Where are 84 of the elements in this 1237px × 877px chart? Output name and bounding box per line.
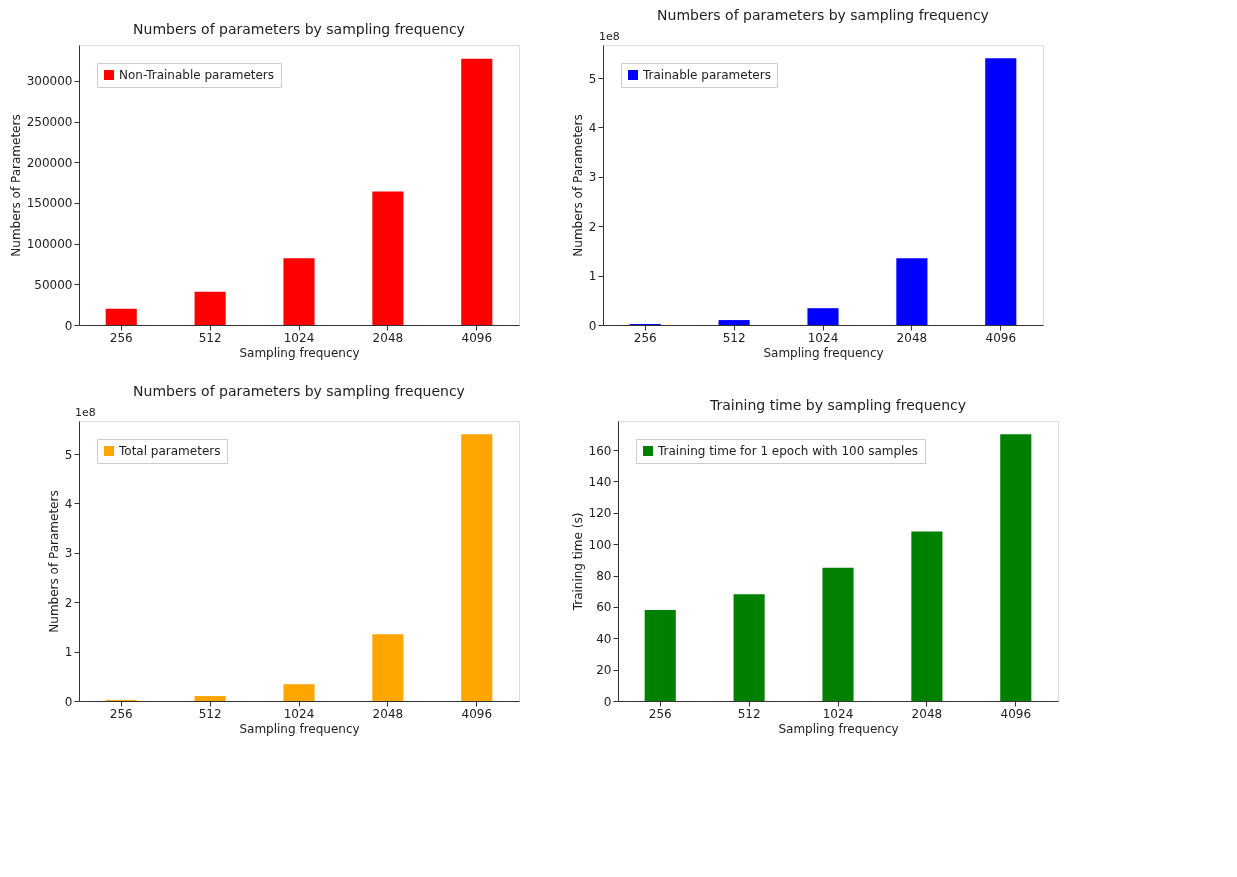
x-tick-label: 2048 bbox=[372, 330, 404, 345]
bar bbox=[644, 610, 676, 701]
chart-title: Numbers of parameters by sampling frequency bbox=[133, 383, 465, 399]
x-tick-label: 256 bbox=[109, 330, 133, 345]
bar bbox=[283, 258, 315, 325]
legend-label: Trainable parameters bbox=[642, 68, 771, 82]
bar bbox=[822, 567, 854, 701]
y-tick-label: 100000 bbox=[26, 237, 73, 252]
y-tick-label: 0 bbox=[64, 318, 73, 333]
x-tick-label: 256 bbox=[633, 330, 657, 345]
y-tick-label: 40 bbox=[596, 631, 612, 646]
x-tick-label: 512 bbox=[737, 706, 761, 721]
bar bbox=[461, 58, 493, 325]
x-tick-label: 2048 bbox=[372, 706, 404, 721]
bar bbox=[372, 634, 404, 701]
y-tick-label: 150000 bbox=[26, 196, 73, 211]
bar bbox=[461, 434, 493, 701]
y-tick-label: 120 bbox=[588, 506, 612, 521]
chart-title: Numbers of parameters by sampling frequency bbox=[657, 7, 989, 23]
x-tick-label: 256 bbox=[109, 706, 133, 721]
x-tick-label: 512 bbox=[198, 706, 222, 721]
y-tick-label: 0 bbox=[588, 318, 597, 333]
x-tick-label: 2048 bbox=[911, 706, 943, 721]
y-tick-label: 3 bbox=[588, 170, 597, 185]
legend-label: Total parameters bbox=[118, 444, 221, 458]
x-tick-label: 4096 bbox=[1000, 706, 1032, 721]
x-tick-label: 4096 bbox=[985, 330, 1017, 345]
y-tick-label: 140 bbox=[588, 474, 612, 489]
y-tick-label: 3 bbox=[64, 546, 73, 561]
y-axis-title: Numbers of Parameters bbox=[8, 114, 23, 257]
x-tick-label: 2048 bbox=[896, 330, 928, 345]
x-tick-label: 512 bbox=[722, 330, 746, 345]
bar bbox=[896, 258, 928, 325]
legend-label: Training time for 1 epoch with 100 samples bbox=[657, 444, 919, 458]
y-tick-label: 80 bbox=[596, 569, 612, 584]
y-tick-label: 250000 bbox=[26, 115, 73, 130]
y-tick-label: 60 bbox=[596, 600, 612, 615]
y-tick-label: 300000 bbox=[26, 74, 73, 89]
text: 1e8 bbox=[599, 30, 620, 43]
x-tick-label: 1024 bbox=[283, 330, 315, 345]
y-tick-label: 160 bbox=[588, 443, 612, 458]
bar bbox=[911, 531, 943, 701]
y-tick-label: 0 bbox=[603, 694, 612, 709]
x-tick-label: 1024 bbox=[283, 706, 315, 721]
x-axis-title: Sampling frequency bbox=[778, 721, 899, 736]
y-tick-label: 5 bbox=[64, 447, 73, 462]
y-axis-title: Training time (s) bbox=[570, 512, 585, 612]
y-tick-label: 4 bbox=[588, 120, 597, 135]
y-tick-label: 0 bbox=[64, 694, 73, 709]
bar bbox=[194, 696, 226, 701]
y-tick-label: 2 bbox=[64, 595, 73, 610]
y-tick-label: 4 bbox=[64, 496, 73, 511]
y-tick-label: 200000 bbox=[26, 155, 73, 170]
bar bbox=[1000, 434, 1032, 701]
x-axis-title: Sampling frequency bbox=[239, 721, 360, 736]
x-tick-label: 4096 bbox=[461, 706, 493, 721]
x-tick-label: 4096 bbox=[461, 330, 493, 345]
x-tick-label: 1024 bbox=[807, 330, 839, 345]
y-tick-label: 50000 bbox=[34, 277, 73, 292]
y-axis-title: Numbers of Parameters bbox=[46, 490, 61, 633]
bar bbox=[985, 58, 1017, 325]
bar bbox=[372, 191, 404, 325]
y-tick-label: 20 bbox=[596, 663, 612, 678]
legend-label: Non-Trainable parameters bbox=[119, 68, 275, 82]
chart-title: Numbers of parameters by sampling frequency bbox=[133, 21, 465, 37]
y-tick-label: 100 bbox=[588, 537, 612, 552]
x-axis-title: Sampling frequency bbox=[763, 345, 884, 360]
bar bbox=[718, 320, 750, 325]
y-axis-title: Numbers of Parameters bbox=[570, 114, 585, 257]
y-tick-label: 2 bbox=[588, 219, 597, 234]
chart-title: Training time by sampling frequency bbox=[709, 397, 966, 413]
x-tick-label: 512 bbox=[198, 330, 222, 345]
text: 1e8 bbox=[75, 406, 96, 419]
x-tick-label: 256 bbox=[648, 706, 672, 721]
y-tick-label: 1 bbox=[64, 645, 73, 660]
y-tick-label: 1 bbox=[588, 269, 597, 284]
x-tick-label: 1024 bbox=[822, 706, 854, 721]
x-axis-title: Sampling frequency bbox=[239, 345, 360, 360]
bar bbox=[807, 308, 839, 325]
bar bbox=[194, 291, 226, 325]
bar bbox=[283, 684, 315, 701]
y-tick-label: 5 bbox=[588, 71, 597, 86]
bar bbox=[105, 308, 137, 325]
bar bbox=[733, 594, 765, 701]
